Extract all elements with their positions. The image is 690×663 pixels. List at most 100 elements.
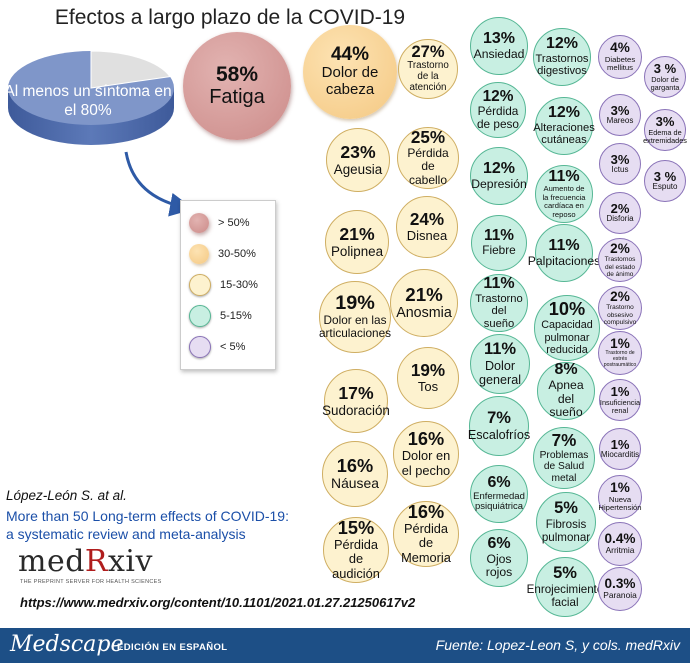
effect-bubble: 8% Apnea del sueño xyxy=(537,361,595,420)
summary-pie-chart xyxy=(8,50,174,145)
effect-percentage: 3% xyxy=(610,102,630,118)
effect-label: Mareos xyxy=(606,116,634,126)
effect-percentage: 11% xyxy=(483,274,515,292)
legend-swatch xyxy=(189,336,211,358)
effect-label: Paranoia xyxy=(603,590,637,601)
article-url[interactable]: https://www.medrxiv.org/content/10.1101/… xyxy=(20,595,416,610)
effect-label: Dolor en el pecho xyxy=(401,448,451,478)
effect-label: Ictus xyxy=(611,165,629,175)
effect-label: Capacidad pulmonar reducida xyxy=(541,319,593,356)
effect-label: Pérdida de audición xyxy=(332,537,380,581)
effect-label: Trastorno de la atención xyxy=(407,60,449,94)
effect-percentage: 12% xyxy=(482,87,514,105)
effect-bubble: 3 % Esputo xyxy=(644,160,686,202)
citation-title-line: a systematic review and meta-analysis xyxy=(6,526,246,542)
legend-swatch xyxy=(189,244,209,264)
legend: > 50% 30-50% 15-30% 5-15% < 5% xyxy=(180,200,276,370)
effect-label: Palpitaciones xyxy=(527,253,601,268)
effect-label: Depresión xyxy=(471,176,527,191)
effect-bubble: 1% Trastorno de estrés postraumático xyxy=(598,331,642,375)
effect-percentage: 6% xyxy=(487,473,511,491)
effect-label: Nueva Hipertensión xyxy=(598,494,642,513)
effect-bubble: 23% Ageusia xyxy=(326,128,390,192)
effect-label: Pérdida de cabello xyxy=(407,145,449,187)
effect-percentage: 0.3% xyxy=(604,576,636,592)
effect-label: Dolor general xyxy=(478,358,521,387)
effect-percentage: 3% xyxy=(655,114,675,129)
effect-label: Problemas de Salud metal xyxy=(539,449,589,484)
effect-bubble: 16% Pérdida de Memoria xyxy=(393,501,459,567)
effect-percentage: 1% xyxy=(610,336,630,352)
effect-bubble: 12% Alteraciones cutáneas xyxy=(533,97,595,155)
effect-label: Dolor en las articulaciones xyxy=(318,313,392,341)
effect-label: Miocarditis xyxy=(600,450,640,460)
effect-bubble: 3 % Dolor de garganta xyxy=(644,56,686,98)
effect-bubble: 13% Ansiedad xyxy=(470,17,528,75)
effect-label: Enrojecimiento facial xyxy=(526,582,604,609)
legend-swatch xyxy=(189,305,211,327)
effect-bubble: 6% Ojos rojos xyxy=(470,529,528,587)
effect-label: Trastorno de estrés postraumático xyxy=(603,350,637,369)
effect-bubble: 11% Palpitaciones xyxy=(528,224,600,282)
effect-percentage: 10% xyxy=(548,299,586,320)
effect-percentage: 27% xyxy=(411,42,445,61)
legend-label: 30-50% xyxy=(218,248,256,260)
effect-percentage: 0.4% xyxy=(604,531,636,547)
effect-bubble: 3% Ictus xyxy=(599,143,641,185)
effect-bubble: 19% Dolor en las articulaciones xyxy=(319,281,391,353)
legend-label: < 5% xyxy=(220,341,246,353)
effect-bubble: 7% Escalofríos xyxy=(467,396,531,456)
effect-percentage: 1% xyxy=(610,384,630,399)
effect-percentage: 5% xyxy=(554,499,578,518)
effect-label: Fatiga xyxy=(209,85,265,108)
effect-percentage: 21% xyxy=(339,224,375,245)
effect-bubble: 16% Náusea xyxy=(322,441,388,507)
effect-bubble: 5% Fibrosis pulmonar xyxy=(536,492,596,552)
effect-percentage: 2% xyxy=(610,288,630,304)
effect-bubble: 25% Pérdida de cabello xyxy=(397,127,459,189)
effect-label: Diabetes mellitus xyxy=(604,54,636,73)
effect-label: Tos xyxy=(417,378,439,394)
effect-label: Trastorno obsesivo compulsivo xyxy=(603,304,637,326)
effect-bubble: 12% Depresión xyxy=(470,147,528,205)
effect-label: Trastornos digestivos xyxy=(535,52,589,78)
effect-bubble: 11% Aumento de la frecuencia cardíaca en … xyxy=(535,165,593,223)
effect-bubble: 1% Nueva Hipertensión xyxy=(598,475,642,519)
citation-title: More than 50 Long-term effects of COVID-… xyxy=(6,507,289,543)
citation-author: López-León S. at al. xyxy=(6,488,127,503)
effect-percentage: 3 % xyxy=(653,168,677,184)
effect-percentage: 3% xyxy=(610,151,630,167)
effect-label: Dolor de garganta xyxy=(650,74,680,92)
effect-percentage: 7% xyxy=(551,430,577,450)
effect-bubble: 5% Enrojecimiento facial xyxy=(527,557,603,617)
effect-percentage: 5% xyxy=(553,564,577,583)
effect-bubble: 2% Disforia xyxy=(599,192,641,234)
effect-percentage: 24% xyxy=(409,209,445,229)
effect-percentage: 6% xyxy=(487,534,511,552)
effect-percentage: 11% xyxy=(548,236,580,254)
effect-label: Pérdida de peso xyxy=(477,103,519,132)
effect-percentage: 19% xyxy=(335,292,375,315)
summary-label: Al menos un síntoma en el 80% xyxy=(4,83,172,119)
effect-bubble: 1% Miocarditis xyxy=(599,428,641,470)
effect-bubble: 21% Anosmia xyxy=(390,269,458,337)
effect-bubble: 17% Sudoración xyxy=(322,369,390,433)
effect-percentage: 11% xyxy=(484,227,514,245)
medrxiv-tagline: THE PREPRINT SERVER FOR HEALTH SCIENCES xyxy=(20,579,162,585)
effect-label: Esputo xyxy=(652,182,678,192)
effect-percentage: 1% xyxy=(610,436,630,452)
effect-label: Escalofríos xyxy=(467,427,531,442)
effect-label: Ojos rojos xyxy=(485,551,513,580)
footer-bar: Medscape EDICIÓN EN ESPAÑOL Fuente: Lope… xyxy=(0,628,690,663)
legend-swatch xyxy=(189,274,211,296)
effect-label: Sudoración xyxy=(322,402,390,418)
effect-label: Anosmia xyxy=(396,304,452,321)
effect-percentage: 21% xyxy=(405,284,443,306)
effect-bubble: 27% Trastorno de la atención xyxy=(398,39,458,99)
effect-bubble: 15% Pérdida de audición xyxy=(323,517,389,583)
effect-percentage: 1% xyxy=(610,480,630,496)
legend-item: 15-30% xyxy=(189,273,258,297)
pie-remainder-slice xyxy=(90,50,171,89)
effect-bubble: 0.4% Arritmia xyxy=(598,522,642,566)
effect-percentage: 16% xyxy=(407,501,445,522)
